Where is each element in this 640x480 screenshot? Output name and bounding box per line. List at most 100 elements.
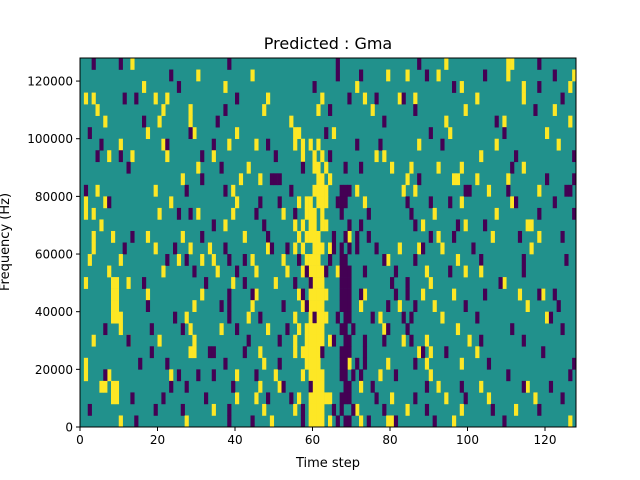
x-tick-label: 0 — [76, 433, 84, 447]
heatmap-cell-low — [227, 403, 232, 416]
heatmap-cell-high — [370, 104, 375, 116]
heatmap-cell-high — [184, 415, 189, 428]
heatmap-cell-high — [145, 288, 151, 301]
heatmap-cell-high — [502, 277, 507, 289]
heatmap-cell-high — [308, 300, 313, 312]
heatmap-cell-low — [552, 288, 557, 301]
heatmap-cell-low — [510, 161, 515, 174]
heatmap-cell-high — [355, 81, 360, 93]
heatmap-cell-high — [328, 173, 333, 186]
heatmap-cell-high — [417, 242, 422, 255]
heatmap-cell-low — [343, 392, 348, 405]
heatmap-cell-high — [320, 415, 325, 428]
heatmap-cell-high — [130, 150, 135, 163]
heatmap-cell-low — [343, 357, 348, 370]
heatmap-cell-high — [494, 207, 499, 220]
heatmap-cell-low — [200, 230, 205, 243]
heatmap-cell-high — [273, 277, 278, 289]
heatmap-cell-low — [242, 254, 247, 266]
heatmap-cell-low — [347, 392, 352, 405]
heatmap-cell-high — [258, 380, 263, 393]
heatmap-cell-high — [316, 392, 321, 405]
heatmap-cell-high — [304, 334, 309, 347]
heatmap-cell-high — [188, 104, 193, 116]
heatmap-cell-low — [541, 346, 546, 359]
heatmap-cell-high — [219, 323, 224, 336]
heatmap-cell-low — [324, 265, 329, 278]
heatmap-cell-low — [223, 104, 228, 116]
heatmap-cell-high — [362, 92, 368, 105]
heatmap-cell-high — [300, 265, 306, 278]
heatmap-cell-low — [149, 346, 154, 359]
heatmap-cell-low — [463, 184, 468, 197]
heatmap-cell-low — [219, 161, 224, 174]
heatmap-cell-high — [440, 242, 445, 255]
heatmap-cell-high — [95, 184, 100, 197]
heatmap-cell-low — [235, 92, 240, 105]
y-tick-label: 100000 — [27, 132, 73, 146]
heatmap-cell-high — [506, 58, 511, 70]
heatmap-cell-high — [114, 288, 120, 301]
heatmap-cell-high — [196, 69, 201, 82]
heatmap-cell-low — [277, 196, 282, 209]
heatmap-cell-high — [312, 230, 317, 243]
heatmap-cell-low — [300, 415, 306, 428]
heatmap-cell-high — [223, 219, 228, 232]
heatmap-cell-high — [111, 277, 116, 289]
heatmap-cell-high — [207, 242, 213, 255]
heatmap-cell-low — [246, 334, 251, 347]
heatmap-cell-high — [417, 138, 422, 151]
heatmap-cell-high — [157, 334, 162, 347]
heatmap-cell-high — [103, 196, 108, 209]
heatmap-cell-high — [316, 403, 321, 416]
heatmap-cell-low — [277, 357, 282, 370]
heatmap-cell-low — [227, 415, 232, 428]
heatmap-cell-high — [324, 219, 329, 232]
heatmap-cell-low — [339, 369, 344, 382]
heatmap-cell-low — [347, 415, 352, 428]
heatmap-cell-low — [339, 254, 344, 266]
heatmap-cell-high — [320, 196, 325, 209]
heatmap-cell-low — [176, 207, 182, 220]
heatmap-cell-low — [312, 311, 317, 324]
heatmap-cell-low — [459, 380, 464, 393]
heatmap-cell-high — [312, 392, 317, 405]
heatmap-cell-high — [308, 392, 313, 405]
heatmap-cell-high — [312, 300, 317, 312]
heatmap-cell-high — [401, 184, 406, 197]
heatmap-cell-low — [486, 357, 492, 370]
heatmap-cell-low — [537, 403, 542, 416]
heatmap-cell-high — [545, 311, 550, 324]
heatmap-cell-high — [165, 92, 170, 105]
heatmap-cell-low — [300, 288, 306, 301]
heatmap-cell-high — [320, 369, 325, 382]
heatmap-cell-low — [370, 311, 375, 324]
heatmap-cell-high — [517, 288, 523, 301]
heatmap-cell-low — [572, 207, 577, 220]
heatmap-cell-high — [300, 242, 306, 255]
heatmap-cell-low — [417, 58, 422, 70]
heatmap-cell-high — [320, 265, 325, 278]
heatmap-cell-high — [320, 207, 325, 220]
heatmap-cell-high — [386, 254, 391, 266]
heatmap-cell-high — [114, 300, 120, 312]
heatmap-cell-low — [351, 323, 356, 336]
heatmap-cell-low — [560, 392, 565, 405]
heatmap-cell-high — [211, 254, 216, 266]
heatmap-cell-low — [231, 380, 236, 393]
heatmap-cell-high — [157, 115, 162, 128]
heatmap-cell-high — [308, 196, 313, 209]
heatmap-cell-high — [297, 288, 302, 301]
heatmap-cell-low — [517, 230, 523, 243]
heatmap-cell-high — [514, 403, 519, 416]
heatmap-cell-high — [231, 184, 236, 197]
heatmap-cell-low — [498, 277, 503, 289]
heatmap-cell-low — [382, 334, 387, 347]
heatmap-cell-high — [281, 207, 286, 220]
heatmap-cell-low — [281, 380, 286, 393]
heatmap-cell-low — [254, 369, 259, 382]
heatmap-cell-low — [300, 403, 306, 416]
heatmap-cell-low — [273, 150, 278, 163]
heatmap-cell-low — [463, 392, 468, 405]
